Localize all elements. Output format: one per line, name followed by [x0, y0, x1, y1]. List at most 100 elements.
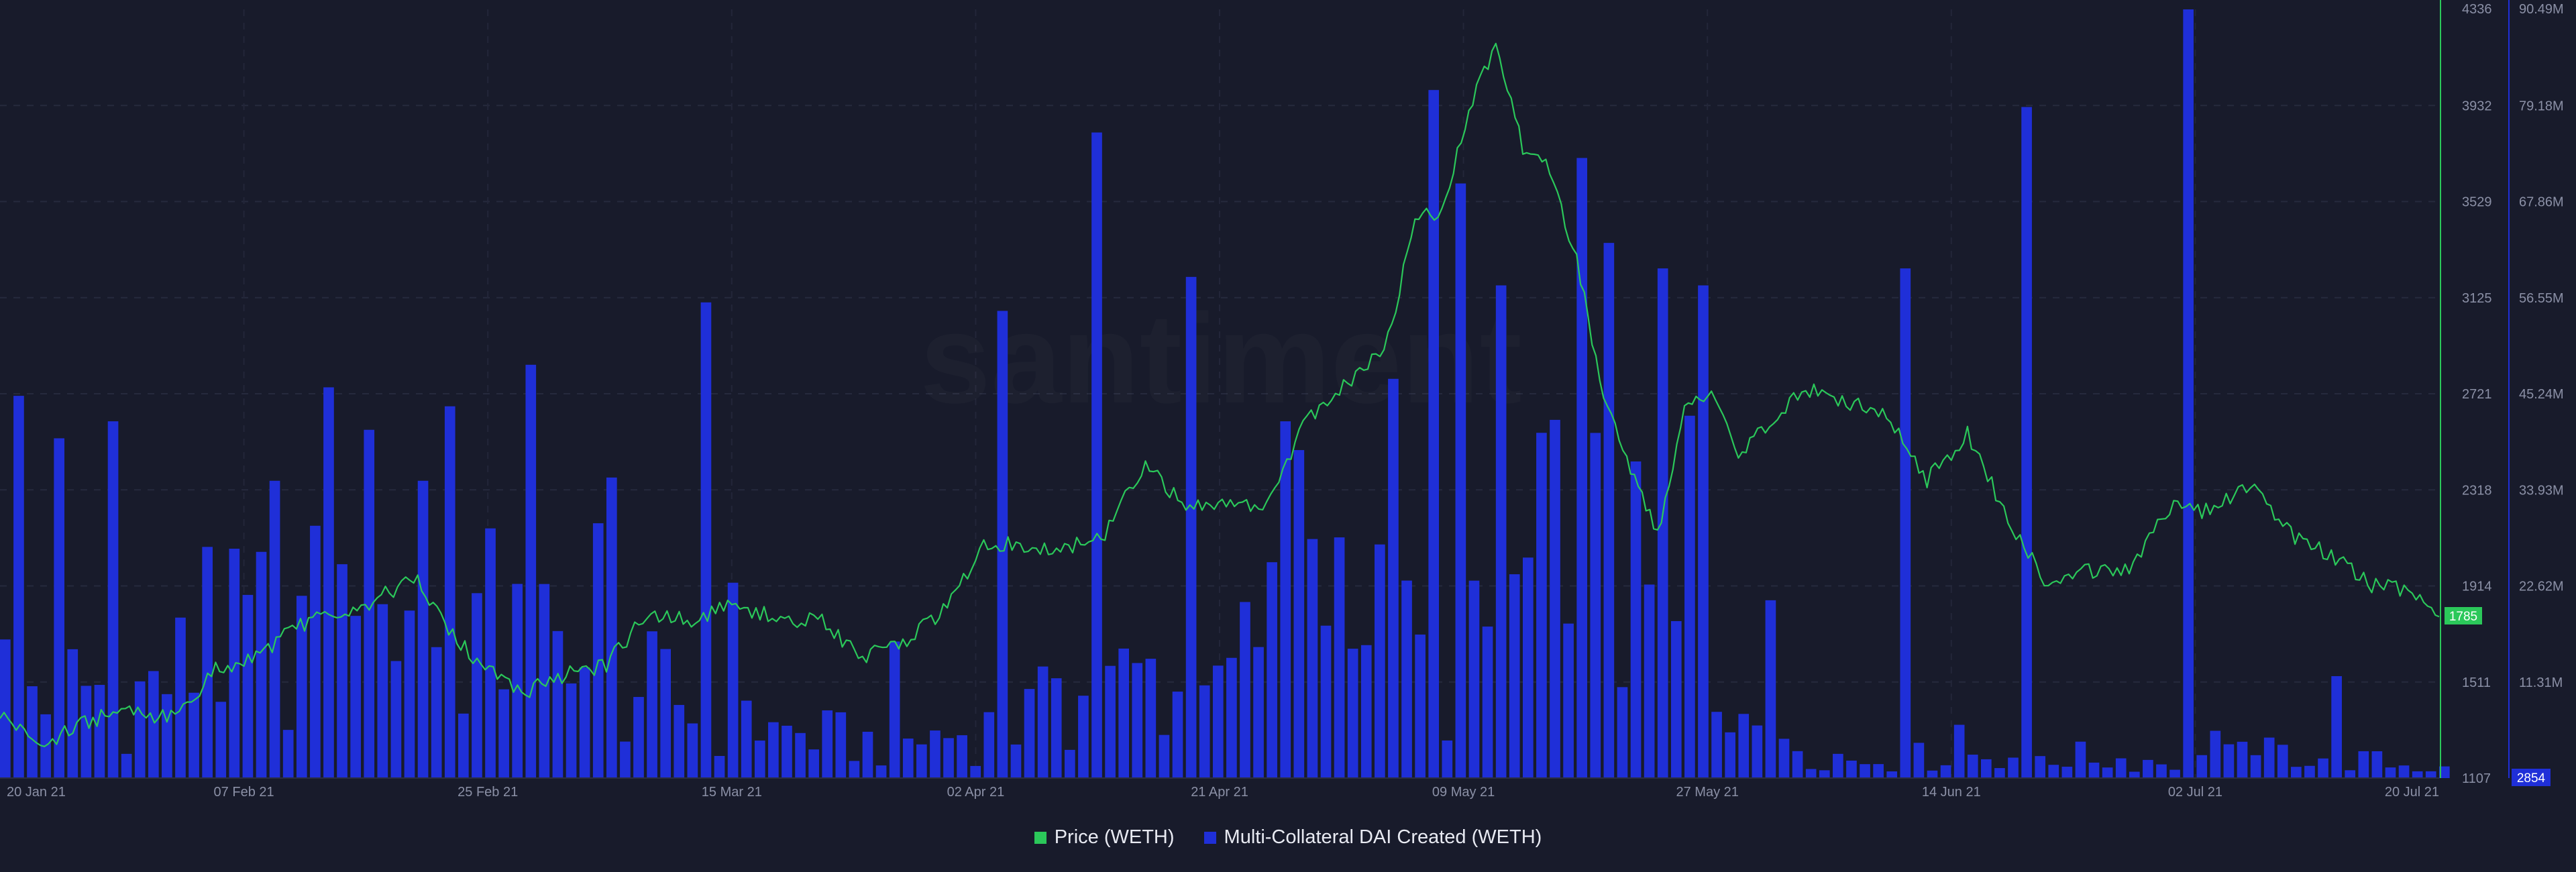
dai-bar: [1320, 625, 1332, 778]
dai-bar: [1253, 647, 1264, 778]
x-axis-tick: 20 Jan 21: [7, 785, 66, 800]
dai-bar: [269, 480, 280, 778]
dai-bar: [1024, 689, 1035, 778]
dai-bar: [13, 396, 24, 778]
dai-bar: [1037, 666, 1049, 778]
dai-bar: [1482, 626, 1493, 778]
legend-item-price[interactable]: Price (WETH): [1034, 826, 1175, 849]
dai-bar: [1240, 602, 1250, 778]
dai-bar: [2345, 770, 2356, 778]
price-axis-tick: 1511: [2462, 675, 2491, 690]
dai-bar: [1644, 584, 1655, 778]
dai-bar: [1900, 268, 1911, 778]
dai-bar: [215, 702, 227, 778]
dai-bar: [822, 710, 833, 778]
dai-bar: [714, 755, 725, 778]
dai-bar: [1051, 678, 1062, 778]
dai-bar: [1347, 649, 1358, 778]
dai-bar: [377, 604, 388, 778]
dai-bar: [1752, 725, 1763, 778]
dai-bar: [2102, 767, 2113, 778]
dai-axis-tick: 90.49M: [2519, 2, 2564, 17]
dai-bar: [2008, 757, 2019, 778]
dai-bar: [647, 631, 657, 778]
dai-bar: [472, 593, 482, 778]
dai-bar: [1078, 696, 1089, 778]
dai-bar: [1698, 285, 1709, 778]
x-axis-tick: 20 Jul 21: [2385, 785, 2439, 800]
dai-bar: [2237, 741, 2248, 778]
dai-bar: [2371, 751, 2383, 778]
dai-bar: [2318, 758, 2328, 778]
dai-bar: [364, 429, 375, 778]
dai-bar: [1778, 739, 1790, 778]
dai-axis-tick: 67.86M: [2519, 195, 2564, 210]
dai-bar: [1375, 544, 1385, 778]
legend-swatch-dai: [1203, 831, 1216, 844]
dai-bar: [390, 661, 402, 778]
dai-bar: [2398, 765, 2410, 778]
dai-bar: [1334, 537, 1345, 778]
dai-bar: [189, 692, 199, 778]
dai-bar: [1132, 663, 1143, 778]
dai-bar: [2412, 771, 2423, 778]
dai-bar: [1442, 740, 1453, 778]
dai-bar: [862, 731, 873, 778]
dai-axis-tick: 11.31M: [2519, 675, 2563, 690]
dai-bar: [552, 631, 564, 778]
dai-bar: [512, 584, 523, 778]
dai-bar: [606, 477, 617, 778]
dai-bar: [2263, 737, 2275, 778]
dai-bar: [1212, 665, 1224, 778]
dai-bar: [1765, 600, 1776, 778]
dai-bar: [1226, 657, 1237, 778]
dai-bar: [162, 694, 172, 778]
dai-bar: [148, 671, 159, 778]
dai-bar: [902, 739, 914, 778]
dai-bar: [67, 649, 78, 778]
dai-bar: [633, 697, 644, 778]
dai-bar: [242, 594, 254, 778]
dai-bar: [754, 741, 765, 778]
dai-bar: [566, 683, 577, 778]
dai-bar: [1725, 732, 1735, 778]
dai-bar: [1199, 685, 1210, 778]
dai-bar: [1536, 433, 1547, 778]
legend-item-dai[interactable]: Multi-Collateral DAI Created (WETH): [1203, 826, 1542, 849]
dai-bar: [2223, 744, 2235, 778]
dai-bar: [2183, 9, 2194, 778]
dai-bar: [943, 738, 954, 778]
dai-axis-tick: 22.62M: [2519, 580, 2564, 594]
dai-current-value: 2854: [2517, 771, 2546, 785]
dai-bar: [1711, 712, 1722, 778]
x-axis-tick: 15 Mar 21: [702, 785, 762, 800]
line-layer: [0, 42, 2440, 747]
price-axis-tick: 2721: [2462, 387, 2492, 402]
dai-bar: [1927, 770, 1938, 778]
dai-bar: [296, 596, 307, 778]
x-axis-tick: 25 Feb 21: [458, 785, 518, 800]
dai-bar: [2169, 769, 2180, 778]
dai-bar: [741, 700, 752, 778]
dai-bar: [1415, 635, 1426, 778]
dai-bar: [2196, 755, 2208, 778]
dai-bar: [1846, 760, 1857, 778]
dai-bar: [2331, 676, 2342, 778]
dai-bar: [1617, 687, 1628, 778]
dai-bar: [1159, 734, 1170, 778]
dai-bar: [983, 712, 995, 778]
dai-bar: [1886, 771, 1898, 778]
dai-bar: [957, 735, 967, 778]
x-axis-tick: 14 Jun 21: [1922, 785, 1981, 800]
x-axis-tick: 09 May 21: [1432, 785, 1495, 800]
dai-bar: [1145, 659, 1157, 778]
dai-bar: [229, 549, 240, 778]
dai-bar: [54, 438, 65, 778]
dai-bar: [27, 686, 38, 778]
dai-bar: [700, 302, 712, 778]
dai-bar: [444, 406, 455, 778]
dai-bar: [727, 582, 739, 778]
dai-bar: [202, 547, 213, 778]
dai-bar: [458, 713, 469, 778]
dai-bar: [1833, 753, 1843, 778]
